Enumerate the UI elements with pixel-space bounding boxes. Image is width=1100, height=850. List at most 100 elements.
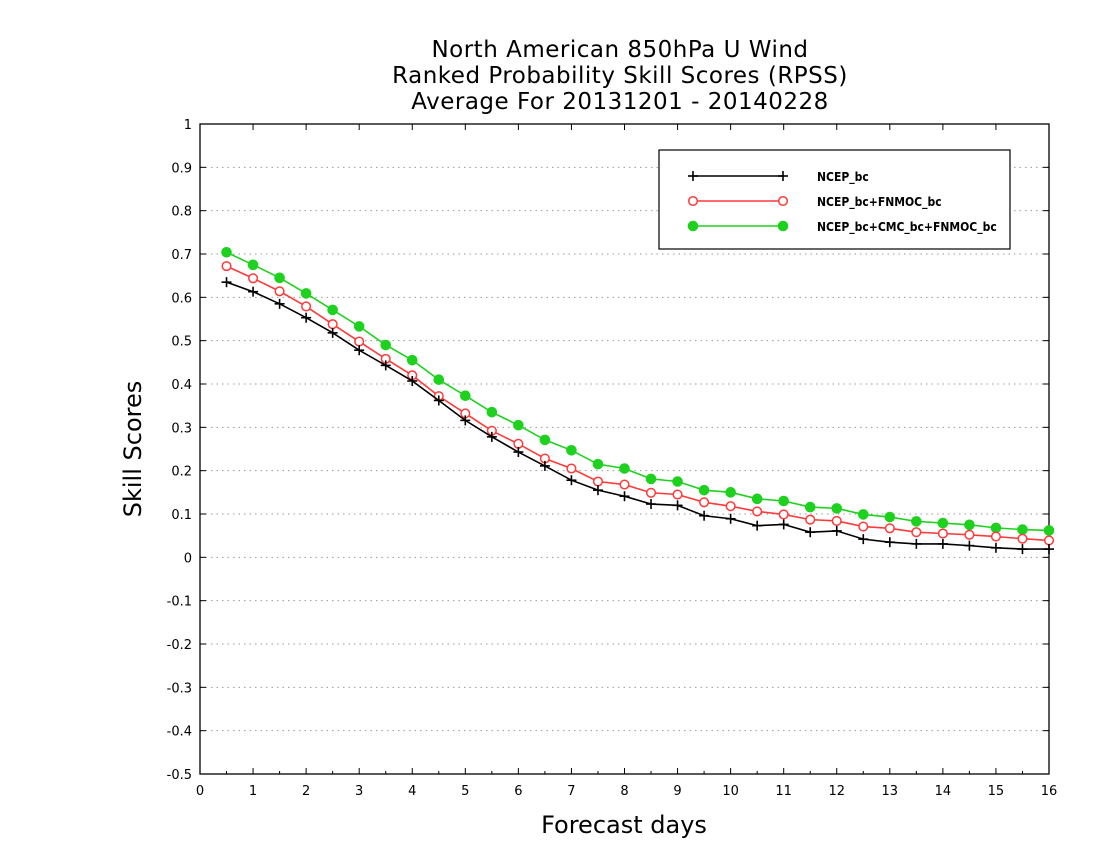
series-2-point [645, 487, 657, 498]
y-tick-label: 0.9 [171, 161, 192, 176]
x-tick-label: 3 [355, 784, 363, 799]
series-2-point [592, 476, 604, 487]
x-tick-label: 2 [302, 784, 310, 799]
grid-lines [200, 166, 1049, 732]
series-3-point [964, 519, 975, 531]
x-tick-label: 0 [196, 784, 204, 799]
series-2-point [778, 509, 789, 520]
series-3-point [804, 501, 816, 513]
series-1-point [858, 534, 869, 545]
series-1-point [1044, 544, 1054, 555]
series-3-point [831, 503, 843, 514]
series-3-point [911, 516, 922, 527]
series-2-point [699, 497, 710, 508]
series-1-point [513, 447, 524, 458]
x-tick-label: 14 [935, 784, 952, 799]
y-tick-label: 0.7 [171, 248, 192, 263]
series-2-line [226, 265, 1050, 542]
x-tick-label: 12 [828, 784, 845, 799]
x-tick-label: 15 [988, 784, 1005, 799]
series-1-point [937, 538, 948, 549]
series-3-point [1043, 525, 1055, 536]
series-1-point [646, 499, 657, 510]
series-3-point [247, 259, 259, 271]
y-tick-label: 0 [184, 551, 192, 566]
series-1-point [1017, 544, 1028, 555]
series-1-line [226, 281, 1049, 550]
x-tick-label: 5 [461, 784, 469, 799]
series-3-point [353, 321, 365, 332]
series-2-point [354, 336, 365, 347]
series-1-point [433, 395, 444, 406]
series-1-point [831, 525, 842, 536]
x-tick-label: 11 [775, 784, 792, 799]
series-2-point [566, 463, 577, 474]
x-tick-label: 7 [567, 784, 575, 799]
y-tick-label: 0.5 [171, 335, 192, 350]
y-tick-label: -0.1 [167, 595, 192, 610]
series-3-point [221, 246, 232, 258]
series-2-point [327, 319, 338, 330]
series-1-point [407, 375, 418, 386]
series-3-point [433, 374, 445, 385]
series-3-point [327, 304, 338, 316]
x-axis-title: Forecast days [541, 811, 707, 839]
x-tick-label: 16 [1041, 784, 1058, 799]
series-3-point [857, 509, 869, 520]
y-tick-label: -0.5 [167, 768, 192, 783]
legend-marker-2b [777, 195, 789, 207]
series-2-point [672, 489, 683, 500]
series-1-point [566, 475, 577, 486]
axis-ticks: -0.5 -0.4 -0.3 -0.2 -0.1 0 0.1 0.2 0.3 0.4 0.5 0.6 0… [167, 118, 1058, 799]
legend-marker-1a [688, 171, 698, 181]
series-3-point [937, 517, 949, 529]
series-2-point [619, 479, 630, 490]
series-1-point [778, 519, 789, 530]
y-tick-label: -0.3 [167, 681, 192, 696]
chart-title-line-3: Average For 20131201 - 20140228 [411, 89, 829, 115]
y-tick-label: 0.1 [171, 508, 192, 523]
series-3-point [486, 406, 498, 418]
series-2-point [884, 523, 895, 534]
series-2-point [513, 438, 524, 449]
series-1-point [805, 527, 816, 538]
legend-marker-3b [777, 220, 789, 232]
series-3-point [884, 511, 896, 523]
series-1 [221, 277, 1054, 555]
x-tick-label: 13 [882, 784, 899, 799]
y-tick-label: 0.8 [171, 205, 192, 220]
series-2-point [858, 521, 869, 532]
series-2-point [937, 528, 948, 539]
x-tick-label: 9 [673, 784, 681, 799]
series-2-point [274, 286, 285, 297]
series-2-point [752, 506, 763, 517]
legend-marker-2a [687, 195, 699, 207]
legend-label-2: NCEP_bc+FNMOC_bc [817, 195, 942, 210]
legend-marker-1b [778, 171, 788, 181]
series-3-point [990, 522, 1002, 534]
x-tick-label: 10 [722, 784, 739, 799]
series-1-point [327, 327, 338, 338]
series-1-point [354, 345, 365, 356]
series-3-point [274, 272, 285, 284]
series-3-point [406, 354, 418, 366]
y-tick-label: 0.2 [171, 465, 192, 480]
series-2-point [248, 273, 259, 284]
series-1-point [725, 513, 736, 524]
series-3-point [698, 484, 710, 496]
legend: NCEP_bc NCEP_bc+FNMOC_bc NCEP_bc+CMC_bc+FN… [658, 149, 1011, 250]
series-1-point [486, 431, 497, 442]
y-tick-label: -0.2 [167, 638, 192, 653]
chart-title-line-1: North American 850hPa U Wind [431, 37, 809, 63]
y-tick-label: 0.4 [171, 378, 192, 393]
chart-title-line-2: Ranked Probability Skill Scores (RPSS) [392, 63, 848, 89]
series-2-point [1017, 533, 1028, 544]
y-tick-label: 1 [184, 118, 192, 133]
series-2-point [831, 515, 842, 526]
series-1-point [592, 485, 603, 496]
series-3-point [751, 493, 763, 505]
series-1-point [964, 540, 975, 551]
series-3-point [645, 473, 657, 485]
series-2-point [964, 529, 975, 540]
series-1-point [672, 500, 683, 511]
